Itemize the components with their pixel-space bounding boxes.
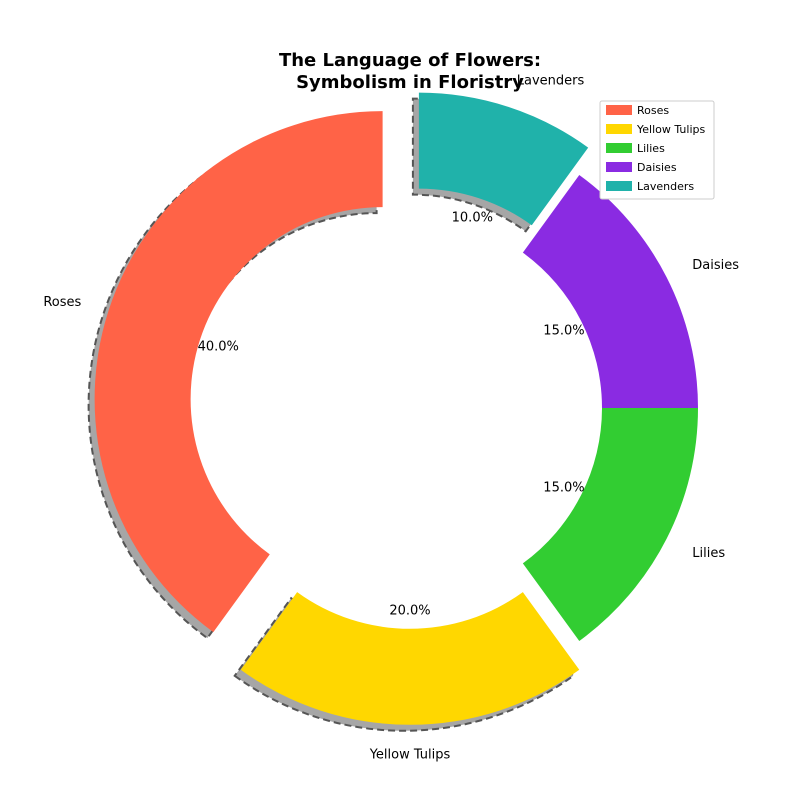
legend-label-daisies: Daisies bbox=[637, 161, 677, 174]
legend-swatch-yellow-tulips bbox=[606, 124, 632, 134]
percent-label-daisies: 15.0% bbox=[543, 324, 584, 339]
legend-swatch-roses bbox=[606, 105, 632, 115]
slice-label-lilies: Lilies bbox=[692, 546, 725, 561]
legend-label-lavenders: Lavenders bbox=[637, 180, 694, 193]
percent-label-roses: 40.0% bbox=[198, 340, 239, 355]
legend-label-roses: Roses bbox=[637, 104, 669, 117]
percent-label-lavenders: 10.0% bbox=[452, 210, 493, 225]
wedge-lavenders bbox=[418, 92, 589, 226]
legend-swatch-lavenders bbox=[606, 181, 632, 191]
wedge-roses bbox=[94, 111, 383, 633]
slice-label-daisies: Daisies bbox=[692, 258, 739, 273]
legend: Roses Yellow Tulips Lilies Daisies Lavenders bbox=[599, 100, 715, 200]
percent-label-lilies: 15.0% bbox=[543, 480, 584, 495]
percent-label-yellow-tulips: 20.0% bbox=[389, 604, 430, 619]
label-layer: Roses Yellow Tulips Lilies Daisies Lavenders bbox=[43, 73, 739, 762]
legend-label-lilies: Lilies bbox=[637, 142, 665, 155]
percent-label-layer: 40.0% 20.0% 15.0% 15.0% 10.0% bbox=[198, 210, 585, 618]
wedge-yellow-tulips bbox=[240, 592, 580, 725]
wedge-daisies bbox=[522, 175, 698, 408]
legend-swatch-daisies bbox=[606, 162, 632, 172]
slice-label-lavenders: Lavenders bbox=[517, 73, 585, 88]
wedge-layer bbox=[94, 92, 698, 725]
slice-label-roses: Roses bbox=[43, 295, 81, 310]
wedge-lilies bbox=[522, 408, 698, 641]
slice-label-yellow-tulips: Yellow Tulips bbox=[369, 748, 451, 763]
legend-label-yellow-tulips: Yellow Tulips bbox=[636, 123, 705, 136]
legend-swatch-lilies bbox=[606, 143, 632, 153]
chart-title-line-2: Symbolism in Floristry bbox=[296, 72, 524, 93]
chart-title-line-1: The Language of Flowers: bbox=[279, 50, 541, 71]
